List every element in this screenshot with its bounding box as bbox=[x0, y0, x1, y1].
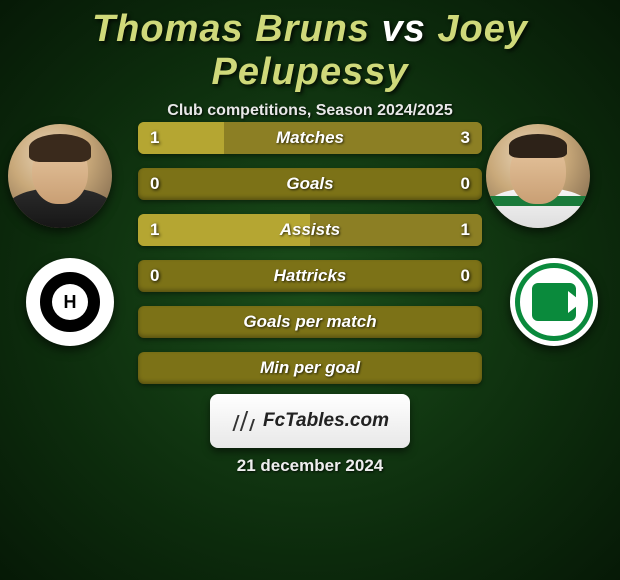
player1-club-logo: H bbox=[26, 258, 114, 346]
stat-label: Min per goal bbox=[260, 358, 360, 378]
stat-bar: Goals 0 0 bbox=[138, 168, 482, 200]
stat-bar: Assists 1 1 bbox=[138, 214, 482, 246]
stat-value-left: 0 bbox=[150, 174, 159, 194]
stat-label: Goals per match bbox=[243, 312, 376, 332]
stat-value-right: 0 bbox=[461, 174, 470, 194]
stats-bars: Matches13Goals00Assists11Hattricks00Goal… bbox=[138, 122, 482, 384]
player2-club-logo bbox=[510, 258, 598, 346]
stat-bar: Goals per match bbox=[138, 306, 482, 338]
stat-value-right: 3 bbox=[461, 128, 470, 148]
stat-bar: Hattricks 0 0 bbox=[138, 260, 482, 292]
subtitle: Club competitions, Season 2024/2025 bbox=[0, 102, 620, 120]
player1-avatar bbox=[8, 124, 112, 228]
stat-bar: Matches 1 3 bbox=[138, 122, 482, 154]
attribution-text: FcTables.com bbox=[263, 410, 389, 432]
stat-bar: Min per goal bbox=[138, 352, 482, 384]
stat-value-right: 1 bbox=[461, 220, 470, 240]
stat-value-left: 1 bbox=[150, 220, 159, 240]
player2-avatar bbox=[486, 124, 590, 228]
comparison-title: Thomas Bruns vs Joey Pelupessy bbox=[0, 0, 620, 94]
stat-label: Matches bbox=[276, 128, 344, 148]
player1-name: Thomas Bruns bbox=[92, 8, 370, 50]
stat-value-right: 0 bbox=[461, 266, 470, 286]
attribution-badge: FcTables.com bbox=[210, 394, 410, 448]
date-text: 21 december 2024 bbox=[0, 456, 620, 476]
stat-label: Hattricks bbox=[274, 266, 347, 286]
attribution-logo-icon bbox=[231, 411, 257, 431]
stat-value-left: 1 bbox=[150, 128, 159, 148]
vs-text: vs bbox=[382, 8, 426, 50]
stat-label: Assists bbox=[280, 220, 340, 240]
stat-value-left: 0 bbox=[150, 266, 159, 286]
stat-label: Goals bbox=[286, 174, 333, 194]
